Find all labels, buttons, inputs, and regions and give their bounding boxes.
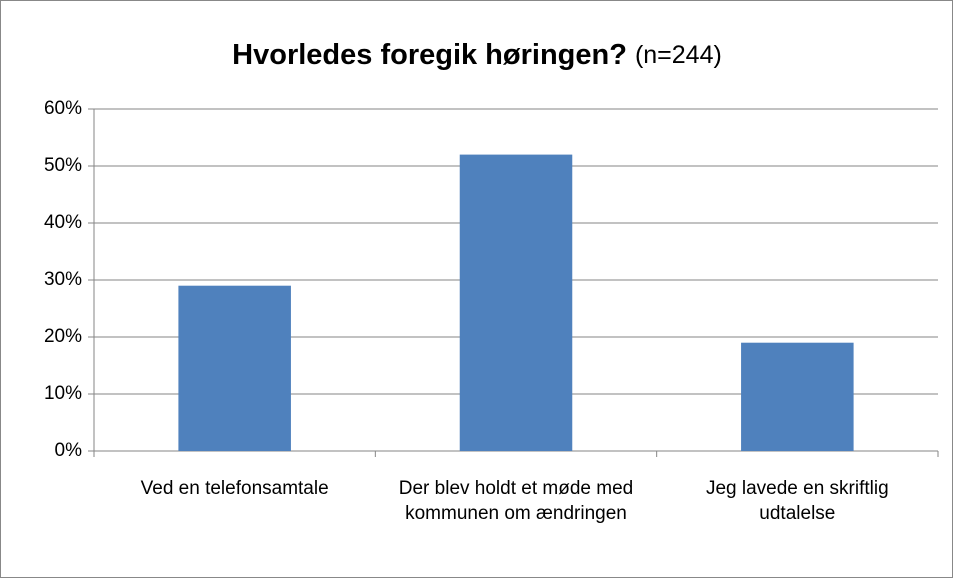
x-tick-label: Der blev holdt et møde med kommunen om æ…: [398, 478, 634, 524]
y-tick-label: 40%: [44, 212, 82, 233]
chart-subtitle: (n=244): [635, 41, 722, 69]
bar: [741, 342, 854, 451]
y-tick-label: 10%: [44, 383, 82, 404]
y-tick-label: 0%: [55, 440, 83, 461]
y-tick-label: 50%: [44, 155, 82, 176]
x-tick-label: Jeg lavede en skriftlig udtalelse: [705, 478, 889, 524]
chart-title-line: Hvorledes foregik høringen? (n=244): [232, 39, 722, 71]
y-tick-label: 20%: [44, 326, 82, 347]
y-tick-label: 60%: [44, 98, 82, 119]
chart-title: Hvorledes foregik høringen?: [232, 39, 627, 71]
x-tick-label: Ved en telefonsamtale: [140, 478, 329, 499]
bar: [459, 154, 573, 451]
y-tick-label: 30%: [44, 269, 82, 290]
bar: [178, 285, 291, 451]
